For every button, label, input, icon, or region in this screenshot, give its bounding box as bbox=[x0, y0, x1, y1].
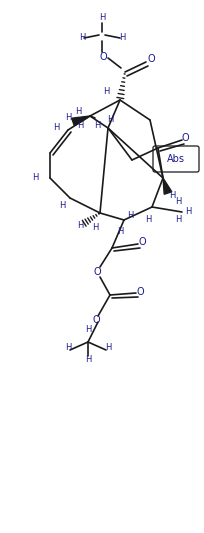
Text: O: O bbox=[138, 237, 146, 247]
Text: H: H bbox=[32, 174, 38, 182]
Text: O: O bbox=[147, 54, 155, 64]
Text: O: O bbox=[99, 52, 107, 62]
Polygon shape bbox=[163, 178, 172, 194]
Text: H: H bbox=[65, 114, 71, 123]
Text: O: O bbox=[92, 315, 100, 325]
Text: H: H bbox=[75, 108, 81, 117]
Text: H: H bbox=[85, 326, 91, 335]
Text: Abs: Abs bbox=[167, 154, 185, 164]
Text: H: H bbox=[127, 211, 133, 220]
Text: H: H bbox=[175, 215, 181, 224]
Text: H: H bbox=[169, 190, 175, 199]
Text: H: H bbox=[117, 228, 123, 237]
Text: H: H bbox=[145, 215, 151, 224]
Text: O: O bbox=[136, 287, 144, 297]
Text: H: H bbox=[85, 356, 91, 365]
Text: O: O bbox=[181, 133, 189, 143]
Text: H: H bbox=[94, 120, 100, 130]
Text: H: H bbox=[77, 122, 83, 131]
Text: H: H bbox=[99, 13, 105, 22]
Text: H: H bbox=[119, 34, 125, 43]
Text: H: H bbox=[65, 343, 71, 352]
Text: H: H bbox=[59, 200, 65, 209]
Text: O: O bbox=[93, 267, 101, 277]
Text: H: H bbox=[185, 207, 191, 216]
Text: H: H bbox=[77, 222, 83, 230]
Text: H: H bbox=[103, 87, 109, 96]
Text: H: H bbox=[53, 124, 59, 133]
Text: H: H bbox=[105, 343, 111, 352]
Text: H: H bbox=[175, 198, 181, 206]
Polygon shape bbox=[72, 116, 90, 126]
Text: H: H bbox=[107, 116, 113, 125]
Text: H: H bbox=[92, 223, 98, 232]
Text: H: H bbox=[79, 34, 85, 43]
